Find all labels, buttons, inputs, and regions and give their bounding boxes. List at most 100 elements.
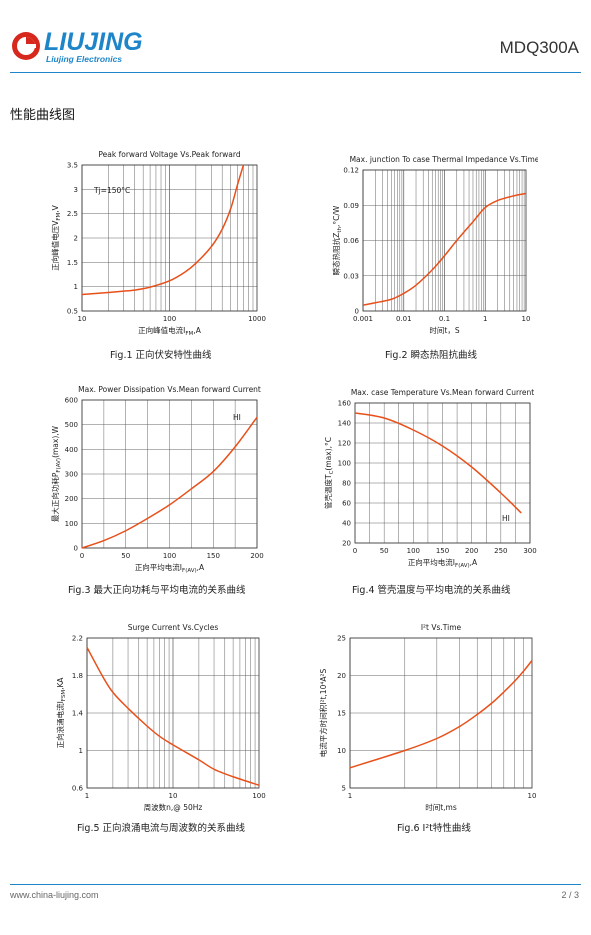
y-tick-label: 20 xyxy=(337,672,346,680)
y-tick-label: 0.09 xyxy=(343,202,359,210)
caption-fig4: Fig.4 管壳温度与平均电流的关系曲线 xyxy=(352,585,511,596)
caption-fig1: Fig.1 正向伏安特性曲线 xyxy=(110,350,212,361)
y-tick-label: 20 xyxy=(342,540,351,548)
chart-title: Surge Current Vs.Cycles xyxy=(128,623,219,632)
y-tick-label: 160 xyxy=(338,400,351,408)
y-tick-label: 0.5 xyxy=(67,308,78,316)
y-tick-label: 300 xyxy=(65,471,78,479)
y-tick-label: 1 xyxy=(79,747,83,755)
series-line xyxy=(81,416,258,549)
y-tick-label: 1 xyxy=(74,283,78,291)
x-tick-label: 10 xyxy=(169,792,178,800)
footer-url: www.china-liujing.com xyxy=(10,890,99,900)
x-axis-label: 时间t，S xyxy=(429,325,459,335)
chart-annotation: HI xyxy=(233,413,241,422)
caption-fig5: Fig.5 正向浪涌电流与周波数的关系曲线 xyxy=(77,823,246,834)
series-line xyxy=(86,647,260,786)
x-tick-label: 10 xyxy=(522,315,531,323)
y-tick-label: 40 xyxy=(342,520,351,528)
x-tick-label: 50 xyxy=(121,552,130,560)
caption-fig6: Fig.6 I²t特性曲线 xyxy=(397,823,471,834)
series-line xyxy=(349,660,533,769)
page-header: LIUJING Liujing Electronics MDQ300A xyxy=(0,0,591,80)
y-axis-label: 电流平方时间积I²t,10⁴A²S xyxy=(318,669,328,758)
y-tick-label: 140 xyxy=(338,420,351,428)
x-tick-label: 100 xyxy=(163,552,176,560)
y-tick-label: 1.8 xyxy=(72,672,83,680)
x-axis-label: 正向峰值电流IFM,A xyxy=(138,325,202,337)
x-tick-label: 0.01 xyxy=(396,315,412,323)
x-tick-label: 200 xyxy=(250,552,263,560)
y-tick-label: 0.06 xyxy=(343,237,359,245)
y-tick-label: 200 xyxy=(65,495,78,503)
y-tick-label: 1.5 xyxy=(67,259,78,267)
y-axis-label: 瞬态热阻抗Zth,°C/W xyxy=(331,205,343,275)
y-tick-label: 400 xyxy=(65,446,78,454)
footer-page-number: 2 / 3 xyxy=(561,890,579,900)
x-tick-label: 100 xyxy=(252,792,265,800)
x-tick-label: 150 xyxy=(207,552,220,560)
chart-annotation: Tj=150°C xyxy=(93,186,130,195)
chart-title: Peak forward Voltage Vs.Peak forward xyxy=(98,150,240,159)
y-tick-label: 100 xyxy=(65,520,78,528)
y-axis-label: 正向峰值电压VFM,V xyxy=(50,204,62,270)
x-tick-label: 200 xyxy=(465,547,478,555)
y-tick-label: 120 xyxy=(338,440,351,448)
header-divider xyxy=(10,72,581,73)
x-tick-label: 1 xyxy=(85,792,89,800)
liujing-logo-icon xyxy=(12,32,40,60)
x-tick-label: 1000 xyxy=(248,315,266,323)
y-tick-label: 3 xyxy=(74,186,78,194)
chart-fig4: Max. case Temperature Vs.Mean forward Cu… xyxy=(323,388,537,569)
chart-title: Max. case Temperature Vs.Mean forward Cu… xyxy=(351,388,534,397)
caption-fig3: Fig.3 最大正向功耗与平均电流的关系曲线 xyxy=(68,585,246,596)
y-tick-label: 2.2 xyxy=(72,635,83,643)
chart-title: I²t Vs.Time xyxy=(421,623,462,632)
x-axis-label: 时间t,ms xyxy=(425,802,457,812)
y-axis-label: 正向浪涌电流IFSM,KA xyxy=(55,677,67,749)
x-tick-label: 100 xyxy=(163,315,176,323)
plot-frame xyxy=(81,399,258,549)
footer-divider xyxy=(10,884,581,885)
y-tick-label: 2 xyxy=(74,235,78,243)
section-title: 性能曲线图 xyxy=(10,108,76,123)
y-tick-label: 1.4 xyxy=(72,710,84,718)
x-axis-label: 正向平均电流IF(AV),A xyxy=(408,557,478,569)
x-axis-label: 周波数n,@ 50Hz xyxy=(144,802,203,812)
brand-name: LIUJING xyxy=(44,28,143,56)
y-tick-label: 60 xyxy=(342,500,351,508)
x-tick-label: 10 xyxy=(528,792,537,800)
chart-fig3: Max. Power Dissipation Vs.Mean forward C… xyxy=(50,385,264,574)
y-tick-label: 5 xyxy=(342,785,346,793)
x-tick-label: 0 xyxy=(80,552,84,560)
x-tick-label: 250 xyxy=(494,547,507,555)
y-tick-label: 3.5 xyxy=(67,162,78,170)
y-tick-label: 0 xyxy=(74,545,78,553)
y-tick-label: 80 xyxy=(342,480,351,488)
x-tick-label: 0 xyxy=(353,547,357,555)
chart-annotation: HI xyxy=(502,514,510,523)
x-tick-label: 10 xyxy=(78,315,87,323)
y-tick-label: 0 xyxy=(355,308,359,316)
plot-frame xyxy=(362,169,527,312)
y-tick-label: 600 xyxy=(65,397,78,405)
x-tick-label: 1 xyxy=(483,315,487,323)
plot-frame xyxy=(349,637,533,789)
y-tick-label: 10 xyxy=(337,747,346,755)
y-tick-label: 100 xyxy=(338,460,351,468)
y-tick-label: 0.12 xyxy=(343,167,359,175)
x-tick-label: 50 xyxy=(380,547,389,555)
series-line xyxy=(81,164,245,296)
y-axis-label: 最大正向功耗PF(AV)(max),W xyxy=(50,425,62,522)
y-tick-label: 25 xyxy=(337,635,346,643)
series-line xyxy=(354,412,522,514)
caption-fig2: Fig.2 瞬态热阻抗曲线 xyxy=(385,350,478,361)
brand-subtitle: Liujing Electronics xyxy=(46,54,123,64)
y-tick-label: 0.03 xyxy=(343,272,359,280)
y-tick-label: 2.5 xyxy=(67,210,78,218)
chart-fig2: Max. junction To case Thermal Impedance … xyxy=(331,155,538,335)
x-tick-label: 300 xyxy=(523,547,536,555)
y-tick-label: 0.6 xyxy=(72,785,84,793)
